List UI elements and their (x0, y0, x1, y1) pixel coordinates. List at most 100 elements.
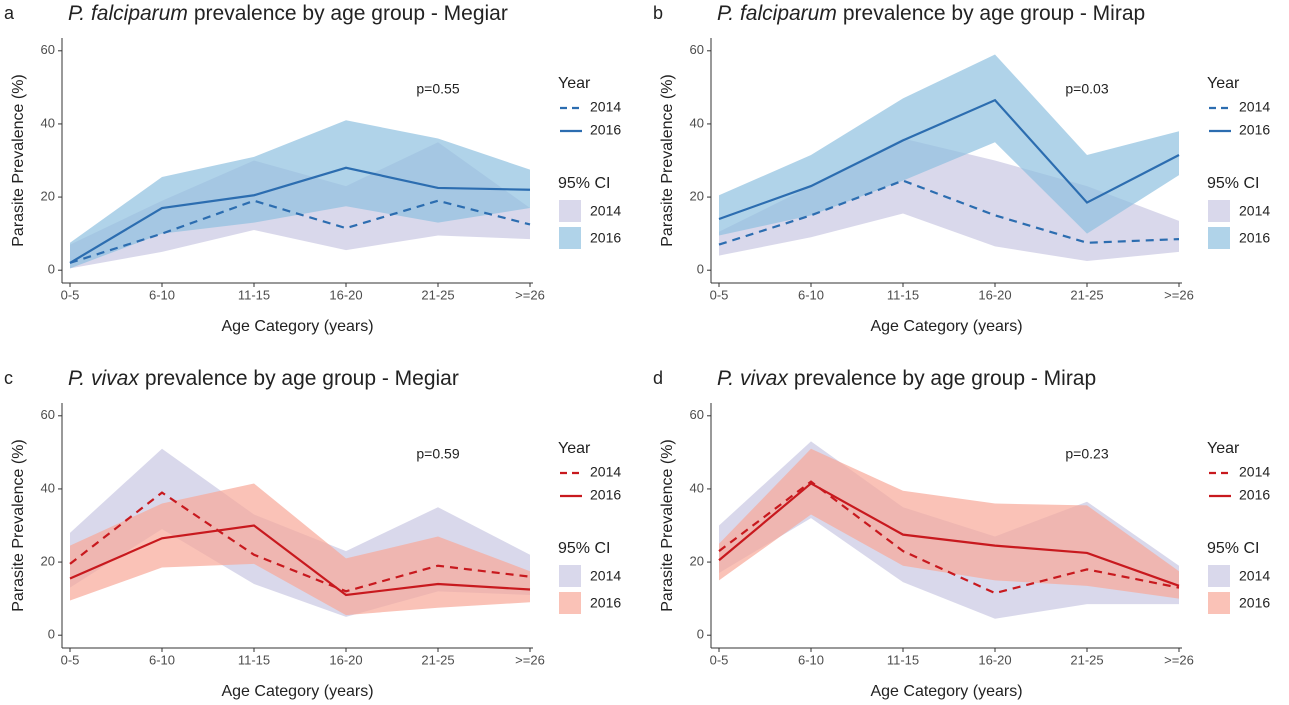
legend-label: 2016 (1239, 595, 1270, 611)
x-axis-label: Age Category (years) (221, 683, 373, 700)
x-tick-label: 16-20 (978, 652, 1011, 667)
x-tick-label: 6-10 (798, 652, 824, 667)
annotation: p=0.55 (416, 81, 459, 97)
panel: 0 20 40 60 0-5 6-10 11-15 16-20 21-25 >=26 p=0.59 A… (4, 367, 621, 701)
legend-label: 2014 (590, 568, 621, 584)
x-tick-label: 21-25 (421, 287, 454, 302)
y-tick-label: 40 (41, 480, 55, 495)
ci-band (719, 54, 1179, 236)
legend-swatch (559, 592, 581, 614)
series-line (69, 199, 531, 264)
legend-label: 2016 (590, 230, 621, 246)
x-tick-label: >=26 (515, 287, 545, 302)
title-species: P. vivax (68, 367, 140, 390)
legend-label: 2014 (590, 464, 621, 480)
x-axis-label: Age Category (years) (221, 318, 373, 335)
x-tick-label: 21-25 (1070, 652, 1103, 667)
y-axis-label: Parasite Prevalence (%) (659, 74, 676, 247)
title-text: prevalence by age group - Megiar (145, 367, 459, 390)
annotation: p=0.59 (416, 446, 459, 462)
panel: 0 20 40 60 0-5 6-10 11-15 16-20 21-25 >=26 p=0.03 A… (653, 2, 1270, 336)
x-tick-label: 6-10 (149, 287, 175, 302)
x-tick-label: 16-20 (978, 287, 1011, 302)
legend-label: 2016 (1239, 487, 1270, 503)
legend-label: 2014 (1239, 568, 1270, 584)
x-tick-label: 0-5 (61, 652, 80, 667)
title-species: P. falciparum (717, 2, 837, 25)
title-text: prevalence by age group - Mirap (794, 367, 1096, 390)
title-species: P. vivax (717, 367, 789, 390)
x-tick-label: 0-5 (710, 287, 729, 302)
y-tick-label: 0 (48, 262, 55, 277)
x-tick-label: 6-10 (149, 652, 175, 667)
x-tick-label: >=26 (1164, 287, 1194, 302)
x-tick-label: 21-25 (421, 652, 454, 667)
series-line (69, 491, 531, 593)
legend-swatch (559, 565, 581, 587)
x-axis-label: Age Category (years) (870, 683, 1022, 700)
series-line (69, 524, 531, 597)
ci-band (70, 483, 530, 616)
title-species: P. falciparum (68, 2, 188, 25)
legend-swatch (1208, 592, 1230, 614)
y-tick-label: 20 (41, 554, 55, 569)
legend-label: 2016 (1239, 230, 1270, 246)
legend-title: Year (1207, 75, 1240, 92)
legend-title: 95% CI (558, 540, 610, 557)
annotation: p=0.23 (1065, 446, 1108, 462)
ci-band (719, 448, 1179, 599)
y-tick-label: 0 (697, 262, 704, 277)
y-tick-label: 0 (48, 627, 55, 642)
legend-title: Year (558, 75, 591, 92)
legend-label: 2014 (1239, 464, 1270, 480)
legend-title: 95% CI (1207, 175, 1259, 192)
x-tick-label: 16-20 (329, 652, 362, 667)
chart-title: P. vivax prevalence by age group - Megiar (68, 367, 459, 390)
legend-label: 2016 (1239, 122, 1270, 138)
legend-swatch (1208, 227, 1230, 249)
y-axis-label: Parasite Prevalence (%) (10, 439, 27, 612)
title-text: prevalence by age group - Megiar (194, 2, 508, 25)
legend-title: Year (1207, 440, 1240, 457)
chart-title: P. falciparum prevalence by age group - M… (68, 2, 508, 25)
panel-letter: c (4, 368, 13, 388)
legend-swatch (559, 200, 581, 222)
x-tick-label: 6-10 (798, 287, 824, 302)
series-line (718, 179, 1180, 246)
legend-swatch (1208, 200, 1230, 222)
y-tick-label: 60 (690, 407, 704, 422)
x-tick-label: 11-15 (238, 652, 270, 667)
legend-label: 2016 (590, 122, 621, 138)
y-tick-label: 20 (690, 554, 704, 569)
x-tick-label: 0-5 (61, 287, 80, 302)
legend-label: 2014 (1239, 203, 1270, 219)
legend-label: 2014 (590, 99, 621, 115)
x-axis-label: Age Category (years) (870, 318, 1022, 335)
chart-title: P. vivax prevalence by age group - Mirap (717, 367, 1096, 390)
series-line (718, 98, 1180, 221)
ci-band (719, 138, 1179, 262)
x-tick-label: 11-15 (887, 652, 919, 667)
x-tick-label: 0-5 (710, 652, 729, 667)
title-text: prevalence by age group - Mirap (843, 2, 1145, 25)
panel: 0 20 40 60 0-5 6-10 11-15 16-20 21-25 >=26 p=0.55 A… (4, 2, 621, 336)
y-tick-label: 20 (41, 189, 55, 204)
panel-letter: d (653, 368, 663, 388)
y-tick-label: 0 (697, 627, 704, 642)
x-tick-label: 21-25 (1070, 287, 1103, 302)
panel-letter: a (4, 3, 15, 23)
series-line (718, 480, 1180, 595)
y-tick-label: 20 (690, 189, 704, 204)
x-tick-label: >=26 (1164, 652, 1194, 667)
y-tick-label: 60 (690, 42, 704, 57)
y-tick-label: 40 (690, 480, 704, 495)
legend-swatch (1208, 565, 1230, 587)
legend-title: 95% CI (558, 175, 610, 192)
y-tick-label: 40 (41, 115, 55, 130)
y-axis-label: Parasite Prevalence (%) (659, 439, 676, 612)
panel: 0 20 40 60 0-5 6-10 11-15 16-20 21-25 >=26 p=0.23 A… (653, 367, 1270, 701)
legend-title: 95% CI (1207, 540, 1259, 557)
legend-swatch (559, 227, 581, 249)
x-tick-label: 11-15 (887, 287, 919, 302)
x-tick-label: >=26 (515, 652, 545, 667)
